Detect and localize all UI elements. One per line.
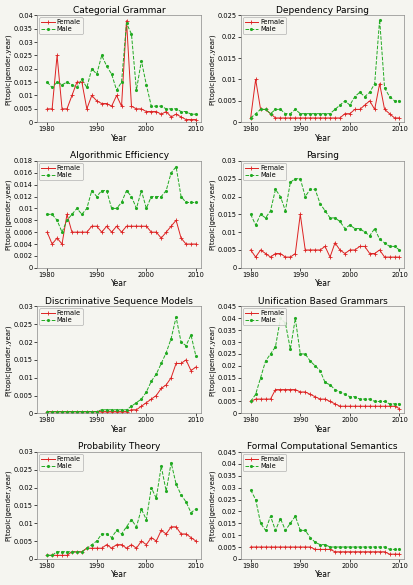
Legend: Female, Male: Female, Male	[39, 163, 83, 180]
Legend: Female, Male: Female, Male	[39, 454, 83, 471]
Title: Formal Computational Semantics: Formal Computational Semantics	[247, 442, 397, 451]
Y-axis label: P(topic|gender,year): P(topic|gender,year)	[5, 178, 12, 250]
Title: Unification Based Grammars: Unification Based Grammars	[257, 297, 387, 306]
Y-axis label: P(topic|gender,year): P(topic|gender,year)	[209, 470, 216, 541]
X-axis label: Year: Year	[314, 279, 330, 288]
Y-axis label: P(topic|gender,year): P(topic|gender,year)	[5, 470, 12, 541]
X-axis label: Year: Year	[111, 570, 127, 580]
X-axis label: Year: Year	[111, 134, 127, 143]
Title: Probability Theory: Probability Theory	[78, 442, 160, 451]
Legend: Female, Male: Female, Male	[242, 163, 285, 180]
Legend: Female, Male: Female, Male	[242, 454, 285, 471]
X-axis label: Year: Year	[314, 425, 330, 434]
Legend: Female, Male: Female, Male	[39, 308, 83, 325]
Title: Categorial Grammar: Categorial Grammar	[73, 5, 165, 15]
X-axis label: Year: Year	[314, 134, 330, 143]
Y-axis label: P(topic|gender,year): P(topic|gender,year)	[209, 324, 216, 395]
Title: Discriminative Sequence Models: Discriminative Sequence Models	[45, 297, 192, 306]
Y-axis label: P(topic|gender,year): P(topic|gender,year)	[209, 178, 216, 250]
Title: Dependency Parsing: Dependency Parsing	[275, 5, 368, 15]
Legend: Female, Male: Female, Male	[242, 18, 285, 35]
X-axis label: Year: Year	[314, 570, 330, 580]
Legend: Female, Male: Female, Male	[242, 308, 285, 325]
Y-axis label: P(topic|gender,year): P(topic|gender,year)	[5, 324, 12, 395]
Y-axis label: P(topic|gender,year): P(topic|gender,year)	[209, 33, 216, 105]
Y-axis label: P(topic|gender,year): P(topic|gender,year)	[5, 33, 12, 105]
X-axis label: Year: Year	[111, 279, 127, 288]
Title: Parsing: Parsing	[305, 151, 338, 160]
X-axis label: Year: Year	[111, 425, 127, 434]
Legend: Female, Male: Female, Male	[39, 18, 83, 35]
Title: Algorithmic Efficiency: Algorithmic Efficiency	[69, 151, 168, 160]
